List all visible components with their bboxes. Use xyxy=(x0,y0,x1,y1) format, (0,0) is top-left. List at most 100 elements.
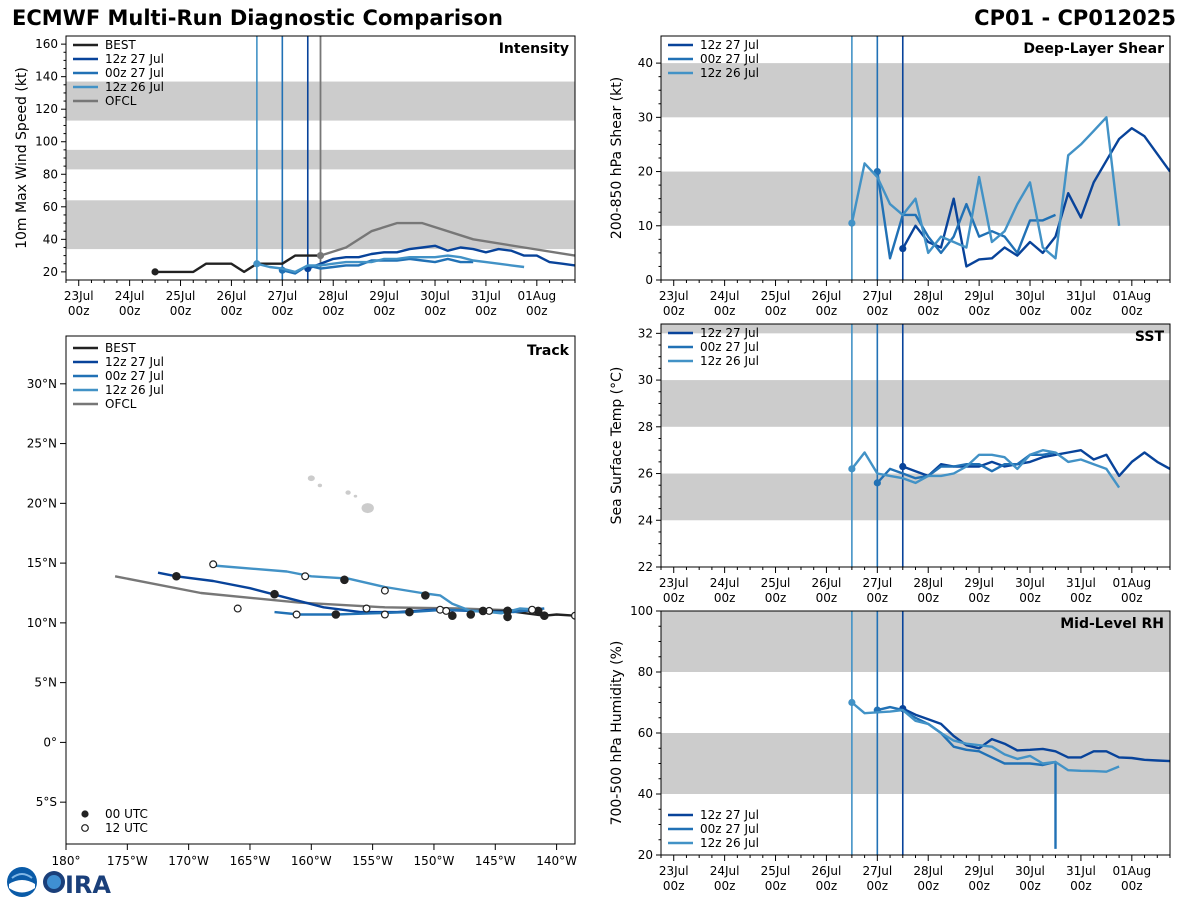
x-tick-label-hour: 00z xyxy=(714,304,736,318)
x-tick-label-date: 30Jul xyxy=(1015,864,1045,878)
series-start-marker xyxy=(151,268,159,276)
track-point-12utc xyxy=(362,604,371,613)
x-tick-label-hour: 00z xyxy=(968,591,990,605)
x-tick-label-date: 29Jul xyxy=(964,864,994,878)
threshold-bands xyxy=(661,611,1170,794)
x-tick-label-date: 30Jul xyxy=(1015,289,1045,303)
y-tick-label: 40 xyxy=(638,56,653,70)
track-point-12utc xyxy=(209,560,218,569)
island xyxy=(361,503,374,514)
legend-label: 12z 26 Jul xyxy=(700,836,759,850)
track-point-12utc xyxy=(380,586,389,595)
x-tick-label-hour: 00z xyxy=(272,304,294,318)
y-tick-label: 28 xyxy=(638,420,653,434)
legend-label: 00z 27 Jul xyxy=(700,52,759,66)
x-tick-label-date: 26Jul xyxy=(812,289,842,303)
y-tick-label: 20 xyxy=(638,848,653,862)
band xyxy=(661,611,1170,672)
y-tick-label: 24 xyxy=(638,513,653,527)
init-time-lines xyxy=(851,611,904,855)
lat-tick-label: 20°N xyxy=(27,496,57,510)
legend-label: 00z 27 Jul xyxy=(105,369,164,383)
x-tick-label-hour: 00z xyxy=(663,879,685,893)
lat-tick-label: 30°N xyxy=(27,377,57,391)
track-point-00utc xyxy=(503,612,512,622)
x-tick-label-hour: 00z xyxy=(1121,304,1143,318)
band xyxy=(661,380,1170,427)
y-tick-label: 30 xyxy=(638,373,653,387)
legend-label: OFCL xyxy=(105,94,137,108)
x-tick-label-hour: 00z xyxy=(1019,591,1041,605)
track-point-00utc xyxy=(340,575,349,585)
series-line xyxy=(850,116,1121,260)
track-point-12utc xyxy=(528,605,537,614)
hawaii-islands xyxy=(307,475,374,514)
y-tick-label: 60 xyxy=(638,726,653,740)
series-line xyxy=(902,707,1170,763)
track-point-12utc xyxy=(292,610,301,619)
band xyxy=(661,473,1170,521)
x-tick-label-date: 29Jul xyxy=(964,289,994,303)
x-tick-label-date: 23Jul xyxy=(64,289,94,303)
x-tick-label-date: 01Aug xyxy=(1112,864,1151,878)
marker-legend-label: 12 UTC xyxy=(105,821,148,835)
x-tick-label-date: 01Aug xyxy=(1112,576,1151,590)
panel-track: 180° 175°W 170°W 165°W 160°W 155°W 150°W 145°W 1… xyxy=(27,335,577,868)
svg-text:IRA: IRA xyxy=(65,871,111,898)
x-tick-label-hour: 00z xyxy=(1019,879,1041,893)
y-tick-label: 10 xyxy=(638,219,653,233)
y-tick-label: 26 xyxy=(638,467,653,481)
x-tick-label-date: 26Jul xyxy=(812,576,842,590)
panel-title: Track xyxy=(527,343,570,359)
panel-title: Intensity xyxy=(499,41,569,57)
panel-title: Mid-Level RH xyxy=(1060,616,1164,632)
x-tick-label-hour: 00z xyxy=(221,304,243,318)
series-line xyxy=(901,126,1170,268)
x-tick-label-hour: 00z xyxy=(867,304,889,318)
lat-tick-label: 5°N xyxy=(34,676,57,690)
series-start-marker xyxy=(848,465,856,473)
track-point-00utc xyxy=(540,611,549,620)
y-axis-label: 200-850 hPa Shear (kt) xyxy=(609,77,625,239)
y-tick-label: 160 xyxy=(35,37,58,51)
island xyxy=(317,483,323,488)
lat-tick-label: 15°N xyxy=(27,556,57,570)
track-point-12utc xyxy=(380,610,389,619)
x-tick-label-date: 28Jul xyxy=(913,576,943,590)
x-tick-label-hour: 00z xyxy=(816,304,838,318)
series-group xyxy=(848,698,1170,849)
track-line xyxy=(114,575,533,613)
x-tick-label-date: 23Jul xyxy=(659,864,689,878)
x-tick-label-hour: 00z xyxy=(714,879,736,893)
x-tick-label-date: 01Aug xyxy=(1112,289,1151,303)
figure-title: ECMWF Multi-Run Diagnostic Comparison xyxy=(12,6,503,30)
legend-label: BEST xyxy=(105,38,136,52)
x-tick-label-date: 27Jul xyxy=(267,289,297,303)
lon-tick-label: 175°W xyxy=(107,854,148,868)
lon-tick-label: 160°W xyxy=(291,854,332,868)
series-line xyxy=(256,254,525,274)
x-tick-label-date: 24Jul xyxy=(115,289,145,303)
track-point-12utc xyxy=(233,604,242,613)
x-tick-label-hour: 00z xyxy=(765,591,787,605)
x-tick-label-hour: 00z xyxy=(1121,591,1143,605)
track-point-00utc xyxy=(172,571,181,581)
x-axis: 23Jul00z24Jul00z25Jul00z26Jul00z27Jul00z… xyxy=(659,855,1171,893)
logo-area: IRA xyxy=(7,867,111,898)
band xyxy=(661,63,1170,118)
series-line xyxy=(851,701,1120,773)
x-tick-label-hour: 00z xyxy=(1070,304,1092,318)
x-tick-label-hour: 00z xyxy=(917,591,939,605)
x-tick-label-date: 24Jul xyxy=(710,289,740,303)
legend-label: 12z 26 Jul xyxy=(105,80,164,94)
legend-label: 12z 26 Jul xyxy=(700,354,759,368)
series-start-marker xyxy=(253,260,261,268)
x-tick-label-date: 28Jul xyxy=(913,289,943,303)
x-tick-label-date: 26Jul xyxy=(812,864,842,878)
x-tick-label-hour: 00z xyxy=(663,591,685,605)
y-tick-label: 0 xyxy=(645,273,653,287)
